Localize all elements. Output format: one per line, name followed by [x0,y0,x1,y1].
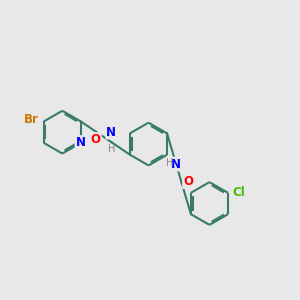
Text: N: N [76,136,86,149]
Text: Br: Br [24,113,38,127]
Text: H: H [108,145,115,154]
Text: H: H [166,158,173,168]
Text: N: N [106,125,116,139]
Text: O: O [91,133,101,146]
Text: N: N [171,158,181,171]
Text: O: O [183,175,193,188]
Text: Cl: Cl [232,186,245,199]
